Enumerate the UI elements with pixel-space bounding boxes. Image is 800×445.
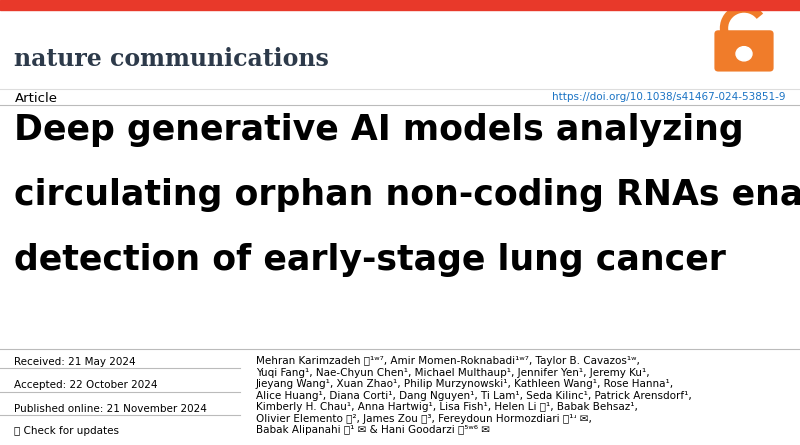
Text: Babak Alipanahi ⓘ¹ ✉ & Hani Goodarzi ⓘ⁵ʷ⁶ ✉: Babak Alipanahi ⓘ¹ ✉ & Hani Goodarzi ⓘ⁵ʷ… — [256, 425, 490, 435]
Text: Alice Huang¹, Diana Corti¹, Dang Nguyen¹, Ti Lam¹, Seda Kilinc¹, Patrick Arensdo: Alice Huang¹, Diana Corti¹, Dang Nguyen¹… — [256, 391, 692, 400]
Text: Yuqi Fang¹, Nae-Chyun Chen¹, Michael Multhaup¹, Jennifer Yen¹, Jeremy Ku¹,: Yuqi Fang¹, Nae-Chyun Chen¹, Michael Mul… — [256, 368, 650, 377]
FancyBboxPatch shape — [714, 30, 774, 72]
Text: Accepted: 22 October 2024: Accepted: 22 October 2024 — [14, 380, 158, 390]
Text: detection of early-stage lung cancer: detection of early-stage lung cancer — [14, 243, 726, 276]
Text: 🔗 Check for updates: 🔗 Check for updates — [14, 426, 119, 436]
Text: Mehran Karimzadeh ⓘ¹ʷ⁷, Amir Momen-Roknabadi¹ʷ⁷, Taylor B. Cavazos¹ʷ,: Mehran Karimzadeh ⓘ¹ʷ⁷, Amir Momen-Rokna… — [256, 356, 640, 366]
Text: Deep generative AI models analyzing: Deep generative AI models analyzing — [14, 113, 744, 147]
Circle shape — [736, 47, 752, 61]
Text: https://doi.org/10.1038/s41467-024-53851-9: https://doi.org/10.1038/s41467-024-53851… — [552, 92, 786, 102]
Text: Olivier Elemento ⓘ², James Zou ⓘ³, Fereydoun Hormozdiari ⓘ¹ʴ ✉,: Olivier Elemento ⓘ², James Zou ⓘ³, Ferey… — [256, 414, 592, 424]
Text: Kimberly H. Chau¹, Anna Hartwig¹, Lisa Fish¹, Helen Li ⓘ¹, Babak Behsaz¹,: Kimberly H. Chau¹, Anna Hartwig¹, Lisa F… — [256, 402, 638, 412]
Text: Article: Article — [14, 92, 58, 105]
Text: circulating orphan non-coding RNAs enable: circulating orphan non-coding RNAs enabl… — [14, 178, 800, 212]
Text: Published online: 21 November 2024: Published online: 21 November 2024 — [14, 404, 207, 413]
Text: nature communications: nature communications — [14, 47, 330, 71]
Text: Jieyang Wang¹, Xuan Zhao¹, Philip Murzynowski¹, Kathleen Wang¹, Rose Hanna¹,: Jieyang Wang¹, Xuan Zhao¹, Philip Murzyn… — [256, 379, 674, 389]
Text: Received: 21 May 2024: Received: 21 May 2024 — [14, 357, 136, 367]
